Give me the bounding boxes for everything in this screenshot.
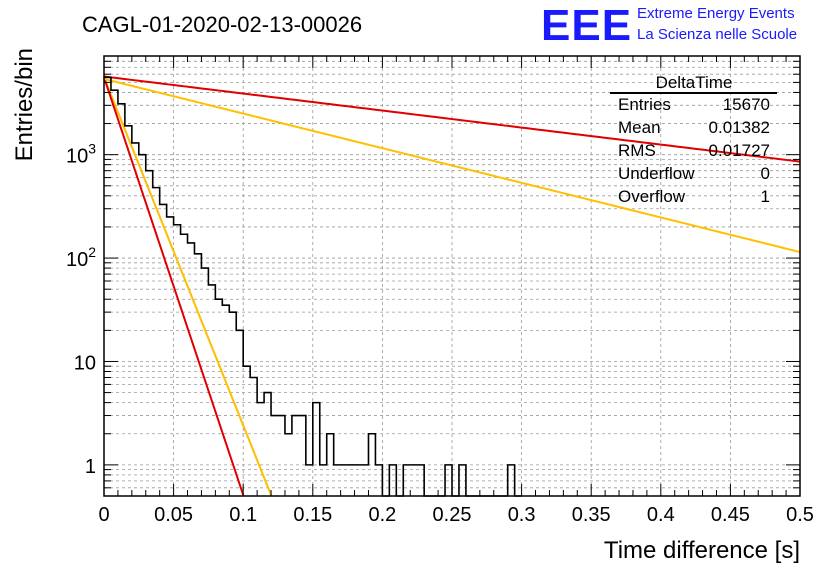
- stats-row-value: 0.01727: [709, 141, 770, 160]
- histogram-bin: [306, 465, 313, 496]
- stats-row-label: RMS: [618, 141, 656, 160]
- histogram-bin: [208, 285, 215, 496]
- stats-row-value: 15670: [723, 95, 770, 114]
- histogram-bin: [271, 416, 278, 496]
- x-tick-label: 0.5: [786, 504, 814, 526]
- eee-subtitle-line2: La Scienza nelle Scuole: [637, 26, 797, 43]
- y-tick-label: 10: [74, 352, 96, 374]
- histogram-bin: [341, 465, 348, 496]
- x-tick-label: 0.25: [433, 504, 472, 526]
- histogram-bin: [194, 254, 201, 496]
- eee-logo: EEE Extreme Energy Events La Scienza nel…: [541, 1, 797, 50]
- histogram-bin: [368, 434, 375, 496]
- stats-row-value: 1: [761, 187, 770, 206]
- y-tick-label: 103: [66, 141, 96, 168]
- histogram-bin: [327, 434, 334, 496]
- x-axis: 0 0.05 0.1 0.15 0.2 0.25 0.3 0.35 0.4 0.45 0.5: [98, 56, 814, 526]
- x-tick-label: 0.3: [508, 504, 536, 526]
- histogram-bin: [389, 465, 396, 496]
- y-axis-label: Entries/bin: [11, 48, 38, 161]
- fit-curve: [103, 76, 245, 496]
- histogram-bin: [445, 465, 452, 496]
- histogram-bin: [348, 465, 355, 496]
- fit-curve: [103, 76, 272, 496]
- histogram-bin: [215, 299, 222, 496]
- histogram-bin: [508, 465, 515, 496]
- histogram-bin: [417, 465, 424, 496]
- histogram-bin: [292, 416, 299, 496]
- y-tick-label: 1: [85, 456, 96, 478]
- histogram-bin: [236, 330, 243, 496]
- y-tick-label: 102: [66, 244, 96, 271]
- histogram-bin: [167, 217, 174, 496]
- grid: [104, 56, 800, 496]
- x-tick-label: 0.45: [711, 504, 750, 526]
- histogram-bin: [410, 465, 417, 496]
- x-tick-label: 0.4: [647, 504, 675, 526]
- histogram-bin: [174, 225, 181, 496]
- x-tick-label: 0.2: [368, 504, 396, 526]
- histogram-bin: [250, 377, 257, 496]
- histogram-bin: [299, 416, 306, 496]
- chart-title: CAGL-01-2020-02-13-00026: [82, 12, 362, 37]
- histogram-bin: [222, 305, 229, 496]
- histogram-bin: [104, 77, 111, 496]
- eee-logo-text: EEE: [541, 1, 632, 50]
- fit-curve: [103, 75, 801, 163]
- histogram-bin: [181, 234, 188, 496]
- histogram-bin: [153, 188, 160, 496]
- x-tick-label: 0.05: [154, 504, 193, 526]
- x-tick-label: 0: [98, 504, 109, 526]
- histogram-bin: [118, 104, 125, 496]
- x-tick-label: 0.1: [229, 504, 257, 526]
- histogram-bin: [355, 465, 362, 496]
- histogram-bin: [229, 312, 236, 496]
- histogram-bin: [313, 403, 320, 496]
- x-tick-label: 0.15: [293, 504, 332, 526]
- histogram-bin: [278, 416, 285, 496]
- histogram-bin: [285, 434, 292, 496]
- histogram-bin: [132, 143, 139, 496]
- stats-row-label: Mean: [618, 118, 661, 137]
- x-axis-label: Time difference [s]: [604, 537, 800, 564]
- histogram-bin: [139, 155, 146, 496]
- histogram-bin: [146, 171, 153, 496]
- fit-curves: [103, 75, 801, 496]
- histogram-bin: [264, 393, 271, 496]
- fit-curve: [103, 77, 801, 254]
- histogram-bin: [125, 126, 132, 496]
- x-tick-label: 0.35: [572, 504, 611, 526]
- histogram-bin: [403, 465, 410, 496]
- histogram-bin: [243, 366, 250, 496]
- stats-row-value: 0: [761, 164, 770, 183]
- stats-box: DeltaTime Entries 15670 Mean 0.01382 RMS…: [610, 73, 777, 206]
- stats-row-label: Overflow: [618, 187, 686, 206]
- stats-row-label: Underflow: [618, 164, 695, 183]
- stats-row-value: 0.01382: [709, 118, 770, 137]
- histogram-bin: [334, 465, 341, 496]
- histogram-bin: [160, 204, 167, 496]
- eee-subtitle-line1: Extreme Energy Events: [637, 5, 795, 22]
- stats-row-label: Entries: [618, 95, 671, 114]
- histogram-bin: [188, 243, 195, 496]
- stats-title: DeltaTime: [656, 73, 733, 92]
- histogram-bin: [459, 465, 466, 496]
- histogram-bin: [375, 465, 382, 496]
- histogram-bin: [362, 465, 369, 496]
- histogram-bin: [111, 90, 118, 496]
- histogram-bin: [320, 465, 327, 496]
- histogram-bin: [201, 268, 208, 496]
- histogram-bin: [257, 403, 264, 496]
